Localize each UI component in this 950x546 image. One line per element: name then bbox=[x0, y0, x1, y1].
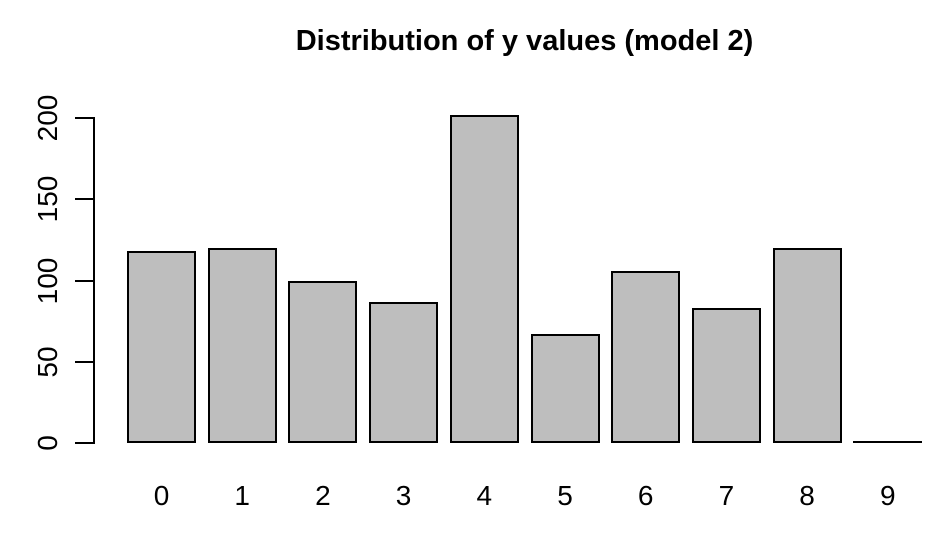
bar bbox=[772, 248, 842, 443]
x-tick-label: 3 bbox=[395, 480, 412, 511]
y-tick-mark bbox=[75, 442, 93, 444]
x-tick-label: 4 bbox=[476, 480, 493, 511]
bar bbox=[449, 114, 519, 443]
y-tick-label: 50 bbox=[32, 346, 63, 378]
x-tick-label: 7 bbox=[718, 480, 735, 511]
x-tick-label: 1 bbox=[234, 480, 250, 511]
bar bbox=[611, 270, 681, 443]
bar bbox=[288, 280, 358, 443]
bar bbox=[369, 301, 439, 443]
bar-zero-height bbox=[853, 441, 923, 443]
y-tick-mark bbox=[75, 198, 93, 201]
x-tick-label: 2 bbox=[315, 480, 331, 511]
x-tick-label: 0 bbox=[153, 480, 170, 511]
bar bbox=[207, 248, 277, 443]
bar bbox=[691, 308, 761, 443]
bar bbox=[127, 251, 196, 443]
x-tick-label: 8 bbox=[799, 480, 815, 511]
y-tick-label: 200 bbox=[32, 94, 63, 142]
y-tick-mark bbox=[75, 117, 93, 119]
x-tick-label: 9 bbox=[880, 480, 896, 511]
bar bbox=[530, 334, 600, 443]
y-tick-label: 150 bbox=[32, 175, 63, 223]
y-axis-line bbox=[93, 117, 95, 444]
y-tick-label: 100 bbox=[32, 257, 63, 304]
y-tick-label: 0 bbox=[32, 435, 63, 451]
x-tick-label: 6 bbox=[637, 480, 654, 511]
x-tick-label: 5 bbox=[557, 480, 573, 511]
chart-title: Distribution of y values (model 2) bbox=[295, 25, 754, 57]
y-tick-mark bbox=[75, 360, 93, 363]
y-tick-mark bbox=[75, 279, 93, 282]
